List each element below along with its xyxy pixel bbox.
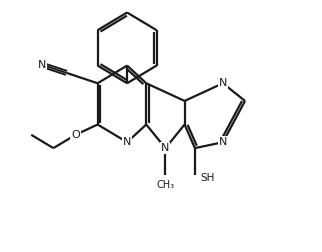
- Text: N: N: [123, 137, 131, 147]
- Text: CH₃: CH₃: [156, 180, 175, 190]
- Text: N: N: [219, 137, 227, 147]
- Text: N: N: [161, 143, 170, 153]
- Text: O: O: [71, 130, 80, 140]
- Text: N: N: [219, 78, 227, 88]
- Text: SH: SH: [200, 173, 214, 183]
- Text: N: N: [37, 60, 46, 70]
